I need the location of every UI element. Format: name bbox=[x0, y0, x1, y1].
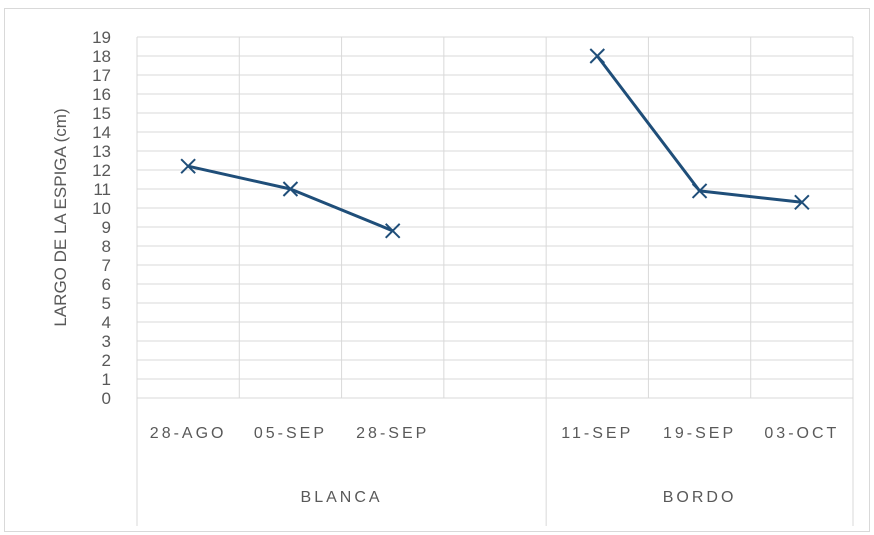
y-tick-label: 15 bbox=[92, 104, 111, 123]
chart-frame bbox=[4, 8, 870, 532]
series-line-bordo bbox=[596, 55, 803, 204]
y-tick-label: 4 bbox=[102, 313, 111, 332]
y-tick-label: 7 bbox=[102, 256, 111, 275]
data-point-marker bbox=[282, 181, 299, 197]
y-tick-label: 18 bbox=[92, 47, 111, 66]
data-point-marker bbox=[180, 158, 196, 174]
y-tick-label: 10 bbox=[92, 199, 111, 218]
y-tick-label: 19 bbox=[92, 28, 111, 47]
y-axis-label: LARGO DE LA ESPIGA (cm) bbox=[51, 108, 70, 326]
y-tick-label: 6 bbox=[102, 275, 111, 294]
x-category-label: 19-SEP bbox=[663, 425, 736, 442]
data-point-marker bbox=[385, 223, 401, 239]
y-tick-label: 1 bbox=[102, 370, 111, 389]
y-tick-label: 16 bbox=[92, 85, 111, 104]
y-tick-label: 13 bbox=[92, 142, 111, 161]
x-category-label: 28-AGO bbox=[150, 425, 227, 442]
y-tick-label: 17 bbox=[92, 66, 111, 85]
x-category-label: 28-SEP bbox=[356, 425, 429, 442]
gridlines bbox=[136, 36, 854, 526]
y-tick-label: 2 bbox=[102, 351, 111, 370]
y-tick-label: 12 bbox=[92, 161, 111, 180]
data-point-marker bbox=[691, 183, 708, 199]
y-tick-label: 11 bbox=[93, 180, 111, 199]
data-point-marker bbox=[589, 48, 605, 64]
y-tick-label: 9 bbox=[102, 218, 111, 237]
y-tick-label: 5 bbox=[102, 294, 111, 313]
x-group-label: BLANCA bbox=[301, 489, 383, 506]
y-tick-label: 3 bbox=[102, 332, 111, 351]
series-line-blanca bbox=[187, 164, 394, 233]
x-category-label: 03-OCT bbox=[764, 425, 839, 442]
x-category-label: 05-SEP bbox=[254, 425, 327, 442]
x-axis-categories: 28-AGO 05-SEP 28-SEP 11-SEP 19-SEP 03-OCT BLAN… bbox=[150, 425, 839, 506]
y-tick-label: 14 bbox=[92, 123, 111, 142]
y-tick-label: 8 bbox=[102, 237, 111, 256]
x-category-label: 11-SEP bbox=[561, 425, 633, 442]
x-group-label: BORDO bbox=[663, 489, 737, 506]
data-point-marker bbox=[794, 194, 810, 211]
y-tick-label: 0 bbox=[102, 389, 111, 408]
series-lines bbox=[180, 48, 810, 239]
